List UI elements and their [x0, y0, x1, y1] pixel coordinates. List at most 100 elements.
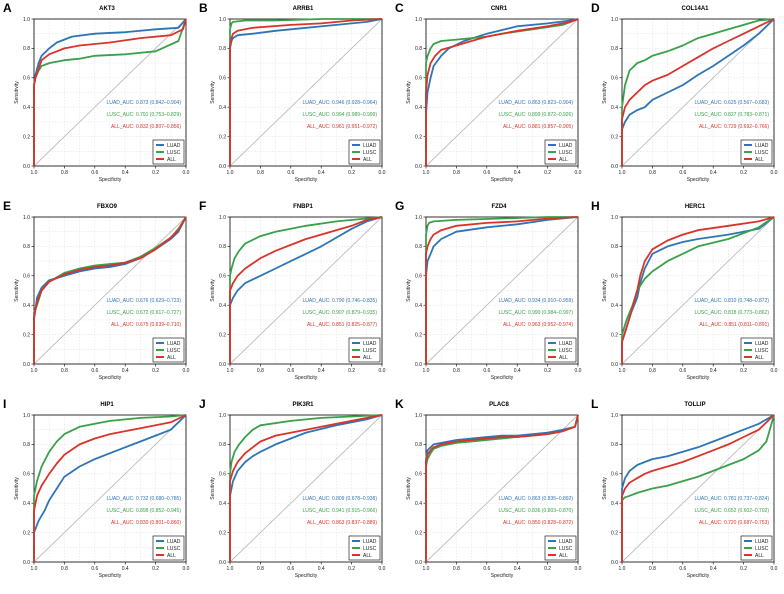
auc-label-luad: LUAD_AUC: 0.625 (0.567–0.683) [695, 100, 770, 106]
panel-title: PIK3R1 [292, 402, 314, 408]
grid-lines [426, 19, 578, 166]
roc-curve-luad [621, 18, 775, 166]
roc-chart-svg: 1.0 0.8 0.6 0.4 0.2 0.0 0.0 0.2 0.4 0.6 0.8 1.0 Spec… [210, 413, 386, 579]
x-tick-label: 0.0 [379, 368, 386, 374]
reference-diagonal [33, 414, 187, 563]
y-tick-label: 0.0 [611, 362, 618, 368]
y-tick-label: 0.6 [219, 274, 226, 280]
legend-label-lusc: LUSC [559, 546, 573, 552]
x-tick-label: 0.6 [91, 170, 98, 176]
y-tick-label: 0.2 [415, 530, 422, 536]
auc-label-luad: LUAD_AUC: 0.732 (0.680–0.785) [107, 496, 182, 502]
y-tick-label: 0.8 [611, 442, 618, 448]
y-tick-label: 1.0 [611, 413, 618, 419]
roc-chart-svg: 1.0 0.8 0.6 0.4 0.2 0.0 0.0 0.2 0.4 0.6 0.8 1.0 Spec… [210, 215, 386, 381]
y-tick-label: 0.8 [415, 244, 422, 250]
panel-letter: K [395, 397, 404, 411]
y-tick-label: 1.0 [23, 215, 30, 221]
x-axis-label: Specificity [687, 177, 710, 183]
auc-label-all: ALL_AUC: 0.830 (0.801–0.860) [111, 520, 181, 526]
x-tick-label: 0.8 [453, 368, 460, 374]
roc-curve-lusc [425, 216, 578, 364]
x-tick-label: 0.0 [575, 368, 582, 374]
panel-title: AKT3 [99, 6, 115, 12]
y-tick-label: 0.4 [415, 303, 422, 309]
y-tick-label: 0.6 [23, 76, 30, 82]
y-tick-label: 0.8 [219, 46, 226, 52]
reference-diagonal [621, 414, 775, 563]
y-tick-label: 0.8 [611, 46, 618, 52]
x-tick-label: 0.4 [514, 170, 521, 176]
roc-curve-lusc [229, 414, 383, 562]
panel-title: CNR1 [490, 6, 508, 12]
x-tick-label: 1.0 [227, 368, 234, 374]
x-tick-label: 0.6 [679, 170, 686, 176]
roc-curve-luad [425, 414, 579, 562]
legend-label-all: ALL [755, 157, 764, 163]
x-tick-label: 0.6 [483, 368, 490, 374]
legend-label-all: ALL [755, 553, 764, 559]
y-tick-label: 0.0 [415, 560, 422, 566]
x-axis-label: Specificity [491, 177, 514, 183]
y-tick-label: 0.0 [611, 164, 618, 170]
legend-label-all: ALL [559, 553, 568, 559]
auc-label-lusc: LUSC_AUC: 0.990 (0.984–0.997) [499, 310, 574, 316]
auc-label-all: ALL_AUC: 0.961 (0.951–0.972) [307, 124, 377, 130]
roc-curve-all [33, 18, 187, 166]
y-tick-label: 0.0 [23, 164, 30, 170]
x-axis-label: Specificity [99, 573, 122, 579]
x-axis-label: Specificity [295, 375, 318, 381]
x-tick-label: 0.4 [710, 566, 717, 572]
panel-letter: E [3, 199, 12, 213]
auc-label-lusc: LUSC_AUC: 0.652 (0.602–0.702) [695, 508, 770, 514]
x-tick-label: 0.4 [318, 566, 325, 572]
auc-label-all: ALL_AUC: 0.675 (0.639–0.710) [111, 322, 181, 328]
auc-label-all: ALL_AUC: 0.863 (0.837–0.889) [307, 520, 377, 526]
x-tick-label: 0.4 [514, 566, 521, 572]
auc-label-luad: LUAD_AUC: 0.863 (0.835–0.892) [499, 496, 574, 502]
y-tick-label: 0.8 [23, 442, 30, 448]
auc-label-luad: LUAD_AUC: 0.810 (0.748–0.872) [695, 298, 770, 304]
legend-label-luad: LUAD [755, 539, 769, 545]
y-tick-label: 0.2 [415, 134, 422, 140]
plot-frame [33, 414, 187, 563]
y-tick-label: 0.8 [219, 244, 226, 250]
y-tick-label: 0.6 [415, 76, 422, 82]
x-tick-label: 0.4 [122, 170, 129, 176]
roc-panel-fzd4: G FZD4 1.0 0.8 0.6 0.4 0.2 0.0 0.0 0.2 0.4 0.6 0.8 1.… [392, 198, 588, 396]
reference-diagonal [621, 216, 775, 365]
grid-lines [230, 217, 382, 364]
y-tick-label: 0.8 [415, 442, 422, 448]
auc-label-luad: LUAD_AUC: 0.790 (0.746–0.835) [303, 298, 378, 304]
y-tick-label: 0.0 [219, 560, 226, 566]
legend-label-all: ALL [559, 355, 568, 361]
reference-diagonal [229, 414, 383, 563]
reference-diagonal [33, 216, 187, 365]
legend-label-luad: LUAD [559, 539, 573, 545]
roc-chart-svg: 1.0 0.8 0.6 0.4 0.2 0.0 0.0 0.2 0.4 0.6 0.8 1.0 Spec… [602, 17, 778, 183]
x-axis-label: Specificity [99, 177, 122, 183]
y-tick-label: 1.0 [415, 413, 422, 419]
y-tick-label: 0.8 [415, 46, 422, 52]
roc-curve-all [621, 18, 775, 166]
roc-curve-luad [229, 216, 383, 364]
reference-diagonal [621, 18, 775, 167]
x-tick-label: 0.2 [544, 170, 551, 176]
roc-panel-plac8: K PLAC8 1.0 0.8 0.6 0.4 0.2 0.0 0.0 0.2 0.4 0.6 0.8 1… [392, 396, 588, 594]
auc-label-all: ALL_AUC: 0.720 (0.687–0.753) [699, 520, 769, 526]
x-tick-label: 1.0 [423, 566, 430, 572]
y-tick-label: 0.0 [611, 560, 618, 566]
auc-label-luad: LUAD_AUC: 0.809 (0.678–0.938) [303, 496, 378, 502]
auc-label-all: ALL_AUC: 0.963 (0.952–0.974) [503, 322, 573, 328]
x-tick-label: 0.4 [122, 566, 129, 572]
x-tick-label: 1.0 [423, 368, 430, 374]
x-axis-label: Specificity [491, 573, 514, 579]
panel-letter: H [591, 199, 600, 213]
panel-title: FZD4 [491, 204, 507, 210]
y-axis-label: Sensitivity [602, 477, 608, 500]
roc-curve-all [425, 216, 579, 364]
y-tick-label: 0.4 [219, 303, 226, 309]
auc-label-lusc: LUSC_AUC: 0.907 (0.879–0.935) [303, 310, 378, 316]
